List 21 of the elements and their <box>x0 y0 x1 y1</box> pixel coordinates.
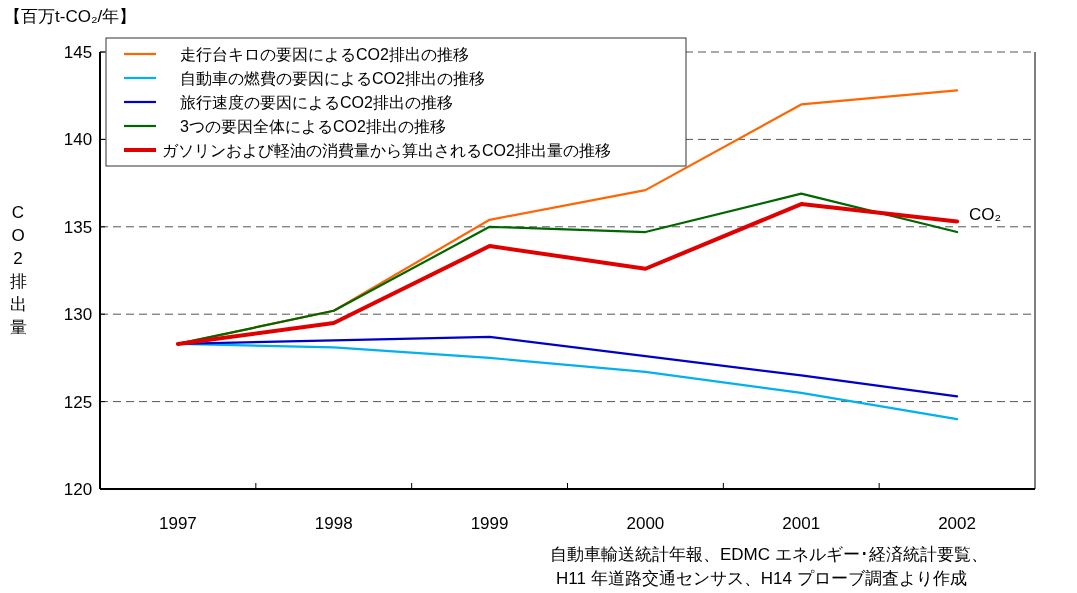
legend-label: ガソリンおよび軽油の消費量から算出されるCO2排出量の推移 <box>162 142 611 159</box>
x-tick-label: 1997 <box>159 514 197 533</box>
y-tick-label: 125 <box>63 392 93 412</box>
x-tick-label: 2002 <box>938 514 976 533</box>
y-tick-label: 135 <box>63 217 93 237</box>
y-tick-label: 130 <box>63 305 93 325</box>
x-tick-label: 2000 <box>626 514 665 533</box>
annotation: CO₂ <box>969 204 1002 224</box>
text: 自動車輸送統計年報、EDMC エネルギー･経済統計要覧、 H11 年道路交通センサス、H14 プローブ調査より作成 <box>550 545 988 588</box>
legend-label: 旅行速度の要因によるCO2排出の推移 <box>180 94 453 111</box>
legend-label: 3つの要因全体によるCO2排出の推移 <box>180 118 446 135</box>
y-tick-label: 120 <box>63 480 93 499</box>
chart-title: 【百万t-CO₂/年】 <box>4 7 137 26</box>
y-axis-title: CO2排出量 <box>9 202 27 337</box>
y-tick-label: 145 <box>63 43 93 62</box>
x-tick-label: 2001 <box>782 514 821 533</box>
x-tick-label: 1999 <box>470 514 509 533</box>
y-tick-label: 140 <box>63 130 93 150</box>
legend-label: 走行台キロの要因によるCO2排出の推移 <box>180 46 469 63</box>
x-tick-label: 1998 <box>314 514 353 533</box>
legend-label: 自動車の燃費の要因によるCO2排出の推移 <box>180 70 485 87</box>
